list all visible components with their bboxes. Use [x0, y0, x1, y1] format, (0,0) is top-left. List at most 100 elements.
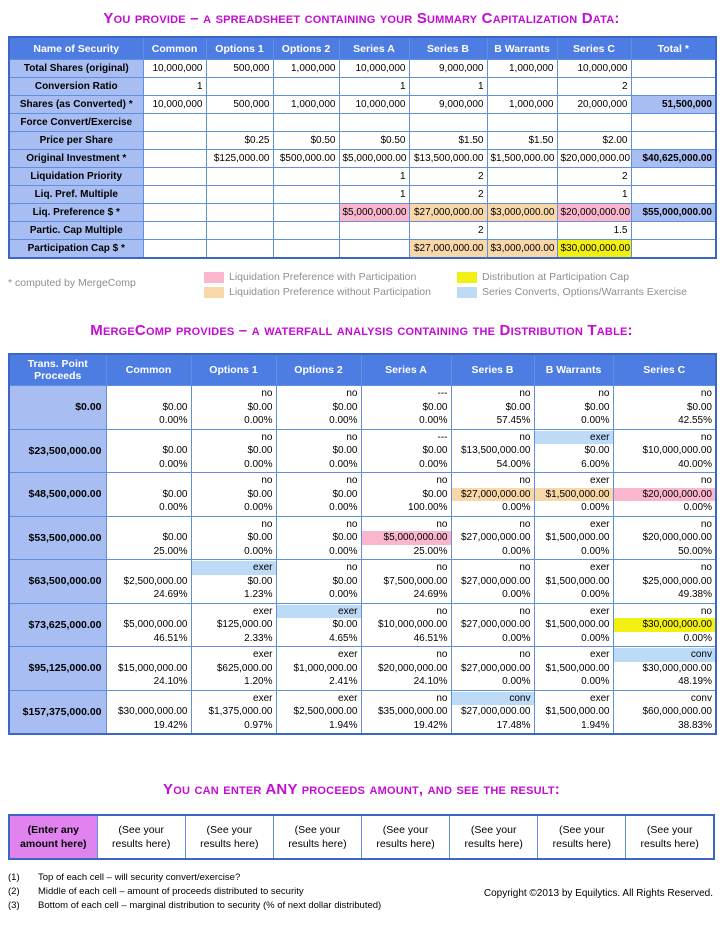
- column-header: Options 1: [205, 36, 274, 60]
- section-title-provide: You provide – a spreadsheet containing y…: [103, 10, 620, 27]
- dist-cell: no $30,000,000.00 0.00%: [612, 602, 717, 647]
- cap-cell: [338, 113, 410, 132]
- row-label: Force Convert/Exercise: [8, 113, 144, 132]
- cap-cell: [272, 167, 340, 186]
- convert-status: no: [700, 431, 712, 443]
- convert-status: exer: [590, 562, 610, 573]
- dist-cell: exer $1,375,000.00 0.97%: [190, 689, 277, 735]
- convert-status: no: [346, 562, 358, 573]
- distribution-amount: $1,500,000.00: [545, 662, 610, 674]
- footnote-1: (1) Top of each cell – will security con…: [8, 872, 484, 883]
- cap-cell: $55,000,000.00: [630, 203, 717, 222]
- cap-cell: $0.50: [338, 131, 410, 150]
- cap-cell: [272, 203, 340, 222]
- cap-cell: 10,000,000: [556, 59, 632, 78]
- result-line2: results here): [200, 838, 259, 850]
- marginal-percent: 0.00%: [581, 676, 610, 687]
- cap-cell: 2: [408, 167, 488, 186]
- distribution-amount: $1,500,000.00: [545, 532, 610, 543]
- marginal-percent: 2.41%: [329, 676, 358, 687]
- cap-cell: 2: [556, 77, 632, 96]
- result-cell: (See your results here): [96, 814, 186, 860]
- legend-item: Distribution at Participation Cap: [457, 271, 710, 283]
- marginal-percent: 0.00%: [419, 458, 448, 470]
- table-row: Liquidation Priority 1 2 2: [8, 167, 717, 186]
- table-row: Liq. Preference $ * $5,000,000.00 $27,000,…: [8, 203, 717, 222]
- result-cell: (See your results here): [449, 814, 539, 860]
- cap-cell: 2: [408, 221, 488, 240]
- cap-cell: $3,000,000.00: [486, 239, 558, 259]
- marginal-percent: 0.00%: [159, 502, 188, 513]
- legend-label: Liquidation Preference with Participatio…: [229, 271, 417, 283]
- dist-cell: no $0.00 0.00%: [275, 385, 362, 430]
- dist-cell: conv $27,000,000.00 17.48%: [450, 689, 535, 735]
- convert-status: exer: [338, 692, 358, 704]
- dist-cell: no $27,000,000.00 0.00%: [450, 602, 535, 647]
- dist-cell: $0.00 0.00%: [105, 472, 192, 517]
- marginal-percent: 24.69%: [153, 589, 188, 600]
- result-line1: (See your: [118, 824, 164, 836]
- convert-status: no: [346, 388, 358, 399]
- cap-cell: $1,500,000.00: [486, 149, 558, 168]
- convert-status: no: [700, 562, 712, 573]
- distribution-amount: $2,500,000.00: [293, 706, 358, 717]
- footer: (1) Top of each cell – will security con…: [8, 872, 715, 914]
- marginal-percent: 0.00%: [502, 676, 531, 687]
- enter-amount-cell[interactable]: (Enter any amount here): [8, 814, 98, 860]
- cap-table-body: Total Shares (original) 10,000,000 500,000…: [8, 59, 717, 259]
- cap-cell: 1,000,000: [272, 95, 340, 114]
- marginal-percent: 0.00%: [419, 415, 448, 426]
- column-header: Name of Security: [8, 36, 144, 60]
- cap-cell: [142, 221, 207, 240]
- distribution-amount: $27,000,000.00: [460, 619, 531, 630]
- convert-status: no: [346, 475, 358, 486]
- dist-cell: exer $0.00 4.65%: [275, 602, 362, 647]
- cap-cell: 1,000,000: [486, 59, 558, 78]
- footnote-text: Top of each cell – will security convert…: [38, 872, 241, 883]
- marginal-percent: 0.00%: [502, 589, 531, 600]
- column-header: Series B: [450, 353, 535, 386]
- table-row: $95,125,000.00 $15,000,000.00 24.10% exer $6…: [8, 646, 717, 691]
- legend-swatch-icon: [457, 271, 477, 283]
- marginal-percent: 0.00%: [244, 545, 273, 557]
- dist-cell: no $0.00 0.00%: [190, 428, 277, 473]
- copyright-notice: Copyright ©2013 by Equilytics. All Right…: [483, 887, 713, 899]
- cap-cell: [486, 185, 558, 204]
- cap-cell: [272, 221, 340, 240]
- marginal-percent: 19.42%: [413, 719, 448, 731]
- dist-cell: exer $1,000,000.00 2.41%: [275, 646, 362, 691]
- cap-cell: $1.50: [408, 131, 488, 150]
- legend: * computed by MergeComp Liquidation Pref…: [8, 271, 715, 298]
- dist-cell: no $20,000,000.00 24.10%: [360, 646, 452, 691]
- convert-status: [107, 387, 190, 401]
- cap-cell: 2: [556, 167, 632, 186]
- table-row: $157,375,000.00 $30,000,000.00 19.42% exer $…: [8, 689, 717, 735]
- distribution-amount: $20,000,000.00: [642, 532, 712, 543]
- convert-status: conv: [690, 692, 712, 704]
- proceeds-label: $157,375,000.00: [8, 689, 107, 735]
- cap-cell: 1: [142, 77, 207, 96]
- convert-status: [107, 431, 190, 445]
- marginal-percent: 1.23%: [244, 589, 273, 600]
- dist-cell: no $7,500,000.00 24.69%: [360, 559, 452, 604]
- distribution-amount: $27,000,000.00: [460, 575, 531, 587]
- enter-amount-line1: (Enter any: [27, 824, 79, 836]
- cap-cell: 10,000,000: [142, 59, 207, 78]
- marginal-percent: 49.38%: [678, 589, 712, 600]
- column-header: Series C: [612, 353, 717, 386]
- convert-status: no: [261, 431, 273, 443]
- result-line2: results here): [288, 838, 347, 850]
- distribution-amount: $5,000,000.00: [123, 619, 188, 630]
- cap-cell: [142, 203, 207, 222]
- marginal-percent: 0.00%: [159, 415, 188, 426]
- table-row: $73,625,000.00 $5,000,000.00 46.51% exer $12…: [8, 602, 717, 647]
- footnote-number: (3): [8, 900, 20, 911]
- dist-cell: no $20,000,000.00 0.00%: [612, 472, 717, 517]
- table-row: Original Investment * $125,000.00 $500,000…: [8, 149, 717, 168]
- footnotes: (1) Top of each cell – will security con…: [8, 872, 484, 914]
- cap-cell: 2: [408, 185, 488, 204]
- dist-cell: $0.00 25.00%: [105, 515, 192, 560]
- cap-cell: $5,000,000.00: [338, 203, 410, 222]
- cap-cell: 1: [338, 185, 410, 204]
- cap-cell: 1.5: [556, 221, 632, 240]
